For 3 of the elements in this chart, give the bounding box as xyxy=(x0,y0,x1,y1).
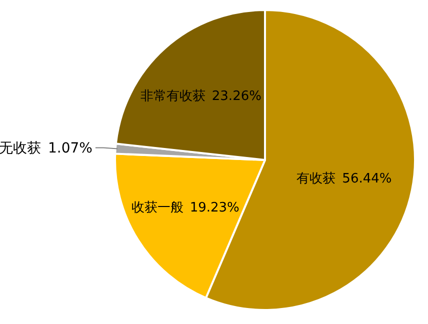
slice-label: 非常有收获 23.26% xyxy=(140,89,262,104)
slice-label: 有收获 56.44% xyxy=(296,171,392,186)
slice-label: 收获一般 19.23% xyxy=(131,200,240,216)
